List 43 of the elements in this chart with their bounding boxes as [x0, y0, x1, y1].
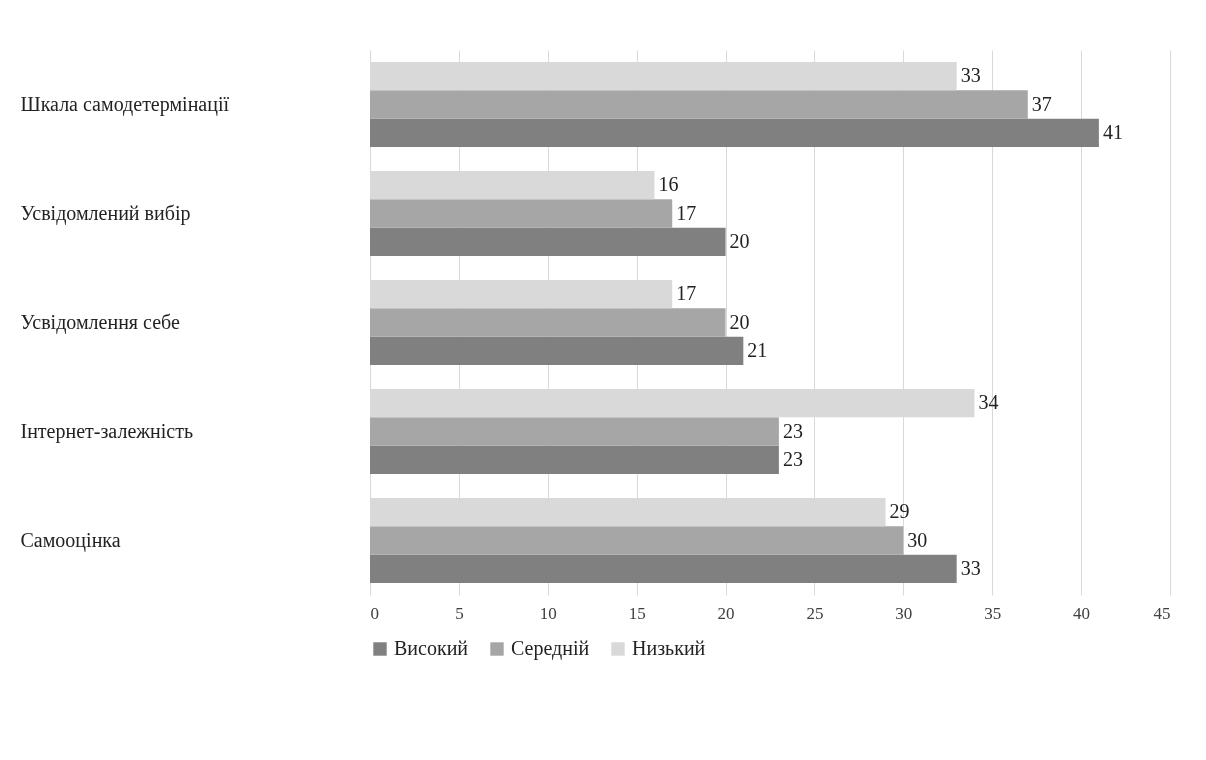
bar: [370, 445, 779, 475]
x-tick-label: 45: [1153, 603, 1171, 623]
legend-label: Низький: [632, 637, 706, 659]
y-tick-label: Усвідомлений вибір: [20, 201, 191, 225]
x-tick-label: 40: [1073, 603, 1091, 623]
data-label: 33: [960, 556, 981, 579]
data-label: 23: [782, 447, 803, 470]
bar: [370, 336, 744, 366]
x-tick-label: 0: [370, 603, 379, 623]
data-label: 34: [978, 391, 999, 414]
x-tick-label: 5: [455, 603, 464, 623]
x-tick-label: 35: [984, 603, 1002, 623]
y-tick-label: Шкала самодетермінації: [20, 92, 230, 116]
data-label: 21: [747, 338, 768, 361]
data-label: 17: [676, 282, 697, 305]
data-label: 17: [676, 201, 697, 224]
data-label: 20: [729, 310, 750, 333]
bar: [370, 199, 673, 228]
bar: [370, 227, 726, 257]
data-label: 41: [1102, 120, 1123, 143]
x-tick-label: 10: [539, 603, 557, 623]
x-tick-label: 25: [806, 603, 824, 623]
y-tick-label: Усвідомлення себе: [20, 310, 180, 334]
bar: [370, 90, 1028, 119]
data-label: 23: [782, 419, 803, 442]
legend-label: Високий: [394, 637, 469, 659]
y-tick-label: Самооцінка: [20, 528, 121, 552]
bar: [370, 118, 1099, 148]
data-label: 16: [658, 173, 679, 196]
data-label: 29: [889, 500, 910, 523]
data-label: 30: [907, 528, 928, 551]
bar: [370, 417, 779, 446]
bar: [370, 526, 904, 555]
bar: [370, 308, 726, 337]
x-tick-label: 20: [717, 603, 735, 623]
legend-label: Середній: [511, 637, 590, 660]
bar: [370, 554, 957, 584]
data-label: 37: [1031, 92, 1052, 115]
data-label: 20: [729, 229, 750, 252]
x-tick-label: 15: [628, 603, 646, 623]
y-tick-label: Інтернет-залежність: [20, 419, 194, 443]
x-tick-label: 30: [895, 603, 913, 623]
data-label: 33: [960, 64, 981, 87]
